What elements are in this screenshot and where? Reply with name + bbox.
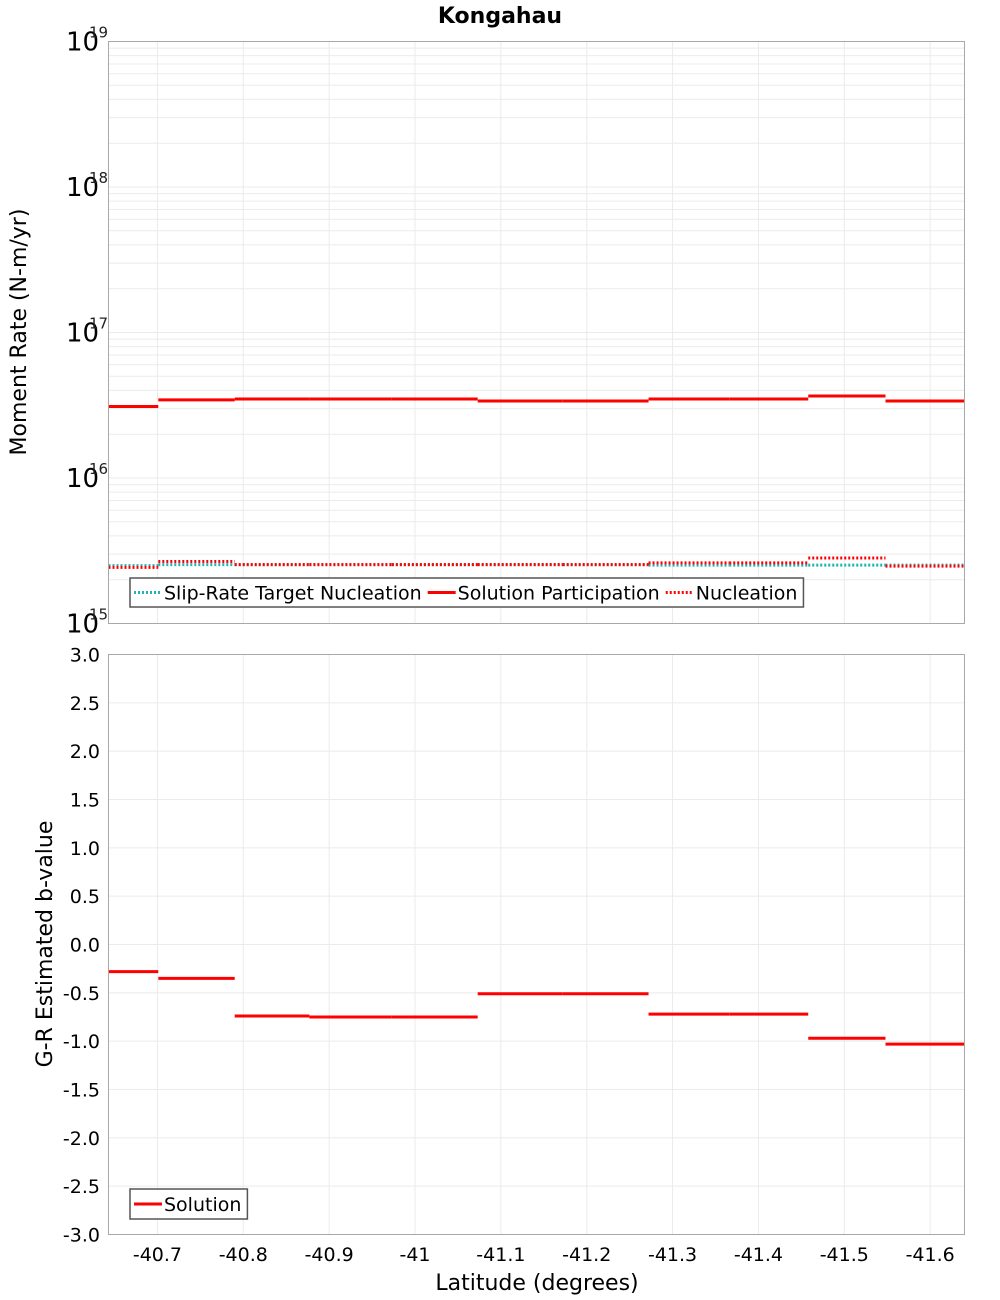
legend-label: Solution Participation	[458, 583, 660, 605]
y-tick-label: 1.0	[70, 838, 100, 860]
series-nucleation	[109, 558, 965, 567]
x-tick-label: -41.3	[648, 1244, 697, 1266]
x-tick-label: -40.9	[305, 1244, 354, 1266]
legend-label: Slip-Rate Target Nucleation	[164, 583, 422, 605]
b-value-y-axis-label: G-R Estimated b-value	[33, 821, 58, 1068]
moment-rate-grid	[109, 42, 965, 624]
y-tick-label: 0.5	[70, 886, 100, 908]
y-tick-label: -2.5	[63, 1176, 100, 1198]
series-solution-participation	[109, 396, 965, 406]
moment-rate-series	[109, 396, 965, 567]
b-value-grid	[109, 655, 965, 1235]
y-tick-exponent: 18	[89, 169, 108, 187]
x-tick-label: -40.7	[133, 1244, 182, 1266]
b-value-plot: 3.0 2.5 2.0 1.5 1.0 0.5 0.0 -0.5 -1.0 -1.5 -2.0 -2.…	[33, 645, 965, 1297]
y-tick-label: -1.5	[63, 1080, 100, 1102]
b-value-series	[109, 972, 965, 1045]
moment-rate-y-ticks: 10151016101710181019	[66, 24, 108, 640]
y-tick-label: -3.0	[63, 1225, 100, 1247]
y-tick-exponent: 16	[89, 460, 108, 478]
x-tick-label: -41.5	[820, 1244, 869, 1266]
x-tick-label: -41.4	[734, 1244, 783, 1266]
y-tick-label: 3.0	[70, 645, 100, 667]
x-tick-label: -41.2	[562, 1244, 611, 1266]
chart-canvas: Kongahau 10151016101710181019 Moment Rat…	[0, 0, 1000, 1300]
latitude-x-ticks: -40.7 -40.8 -40.9 -41 -41.1 -41.2 -41.3 -41.4 -4…	[133, 1244, 955, 1266]
b-value-legend: Solution	[130, 1189, 247, 1219]
series-solution	[109, 972, 965, 1045]
y-tick-label: 0.0	[70, 935, 100, 957]
y-tick-exponent: 19	[89, 24, 108, 42]
chart-title: Kongahau	[438, 4, 562, 29]
y-tick-label: -0.5	[63, 983, 100, 1005]
b-value-y-ticks: 3.0 2.5 2.0 1.5 1.0 0.5 0.0 -0.5 -1.0 -1.5 -2.0 -2.…	[63, 645, 100, 1247]
moment-rate-legend: Slip-Rate Target Nucleation Solution Part…	[130, 578, 803, 607]
x-tick-label: -40.8	[219, 1244, 268, 1266]
y-tick-label: -2.0	[63, 1128, 100, 1150]
x-tick-label: -41.6	[906, 1244, 955, 1266]
x-tick-label: -41.1	[476, 1244, 525, 1266]
y-tick-exponent: 15	[89, 606, 108, 624]
x-axis-label: Latitude (degrees)	[435, 1271, 638, 1296]
x-tick-label: -41	[399, 1244, 430, 1266]
moment-rate-y-axis-label: Moment Rate (N-m/yr)	[7, 209, 32, 456]
y-tick-label: 2.5	[70, 693, 100, 715]
y-tick-label: 1.5	[70, 790, 100, 812]
legend-label: Solution	[164, 1194, 241, 1216]
y-tick-exponent: 17	[89, 315, 108, 333]
legend-label: Nucleation	[696, 583, 798, 605]
y-tick-label: 2.0	[70, 741, 100, 763]
series-slip-rate-target-nucleation	[109, 565, 965, 566]
moment-rate-plot: 10151016101710181019 Moment Rate (N-m/yr…	[7, 24, 965, 640]
y-tick-label: -1.0	[63, 1031, 100, 1053]
